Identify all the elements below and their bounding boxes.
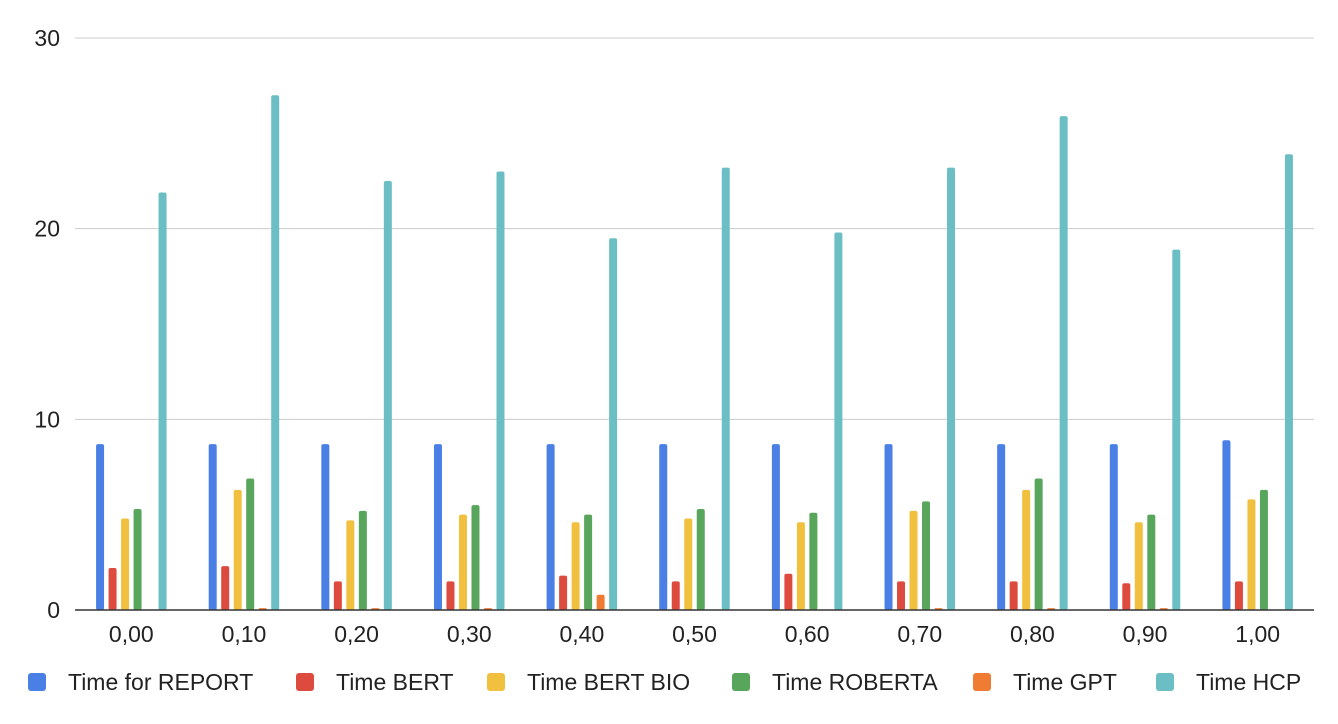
bar — [346, 520, 355, 610]
x-tick-label: 0,50 — [672, 621, 717, 647]
bar — [496, 171, 505, 610]
legend-swatch — [732, 673, 750, 691]
bar — [1122, 583, 1131, 610]
bar — [596, 594, 605, 610]
bar — [721, 167, 730, 611]
x-tick-label: 0,90 — [1123, 621, 1168, 647]
bar-chart: 0 10 20 30 0,00 0,10 0,20 0,30 0,40 0,50 0,60 0,70 0… — [34, 25, 1314, 647]
bar — [684, 518, 693, 610]
bar — [1172, 249, 1181, 610]
x-tick-label: 0,60 — [785, 621, 830, 647]
legend-item: Time BERT — [296, 662, 454, 702]
bar — [1222, 440, 1231, 610]
bar — [559, 575, 568, 610]
bar — [771, 444, 780, 610]
legend-label: Time for REPORT — [68, 668, 254, 695]
bar — [947, 167, 956, 611]
bar — [809, 512, 818, 610]
bar — [897, 581, 906, 610]
x-tick-label: 0,30 — [447, 621, 492, 647]
bar — [246, 478, 255, 610]
bar — [1284, 154, 1293, 610]
bar — [1134, 522, 1143, 610]
legend-item: Time for REPORT — [28, 662, 253, 702]
legend-label: Time BERT BIO — [527, 668, 691, 695]
legend-item: Time HCP — [1156, 662, 1301, 702]
x-tick-label: 0,80 — [1010, 621, 1055, 647]
bar — [546, 444, 555, 610]
legend-swatch — [28, 673, 46, 691]
x-tick-label: 0,10 — [222, 621, 267, 647]
bar — [433, 444, 442, 610]
bar — [358, 510, 367, 610]
x-tick-label: 0,70 — [897, 621, 942, 647]
legend-item: Time GPT — [973, 662, 1117, 702]
bar — [121, 518, 130, 610]
y-tick-label: 0 — [47, 597, 60, 623]
bar — [1034, 478, 1043, 610]
bar — [383, 181, 392, 610]
bar — [909, 510, 918, 610]
legend-swatch — [1156, 673, 1174, 691]
bar — [922, 501, 931, 610]
bar — [696, 508, 705, 610]
bar — [884, 444, 893, 610]
bar — [108, 568, 117, 610]
legend-label: Time HCP — [1196, 668, 1302, 695]
bar — [208, 444, 217, 610]
bar — [834, 232, 843, 611]
bar — [321, 444, 330, 610]
bar — [446, 581, 455, 610]
bar — [796, 522, 805, 610]
bar — [133, 508, 142, 610]
x-tick-label: 1,00 — [1235, 621, 1280, 647]
y-tick-label: 20 — [34, 216, 60, 242]
bar — [584, 514, 593, 610]
legend-swatch — [296, 673, 314, 691]
bar — [1009, 581, 1018, 610]
bar — [271, 95, 280, 610]
legend-label: Time GPT — [1013, 668, 1117, 695]
legend: Time for REPORT Time BERT Time BERT BIO Tim… — [0, 662, 1338, 702]
legend-swatch — [973, 673, 991, 691]
x-tick-label: 0,40 — [559, 621, 604, 647]
y-tick-label: 30 — [34, 25, 60, 51]
bar — [571, 522, 580, 610]
bar — [1147, 514, 1156, 610]
bar — [333, 581, 342, 610]
bar — [221, 566, 230, 610]
bar — [1259, 489, 1268, 610]
bar — [671, 581, 680, 610]
x-tick-label: 0,00 — [109, 621, 154, 647]
bar — [784, 573, 793, 610]
bar — [1022, 489, 1031, 610]
y-tick-label: 10 — [34, 406, 60, 432]
legend-swatch — [487, 673, 505, 691]
bar — [1059, 116, 1068, 610]
legend-item: Time ROBERTA — [732, 662, 938, 702]
bar — [1247, 499, 1256, 610]
bar — [233, 489, 242, 610]
bar — [609, 238, 618, 610]
legend-label: Time BERT — [336, 668, 454, 695]
bar — [1109, 444, 1118, 610]
legend-item: Time BERT BIO — [487, 662, 690, 702]
x-tick-label: 0,20 — [334, 621, 379, 647]
legend-label: Time ROBERTA — [772, 668, 938, 695]
bar — [471, 505, 480, 610]
bar — [158, 192, 167, 610]
bar — [997, 444, 1006, 610]
bar — [659, 444, 668, 610]
bar — [96, 444, 105, 610]
bar — [1234, 581, 1243, 610]
bar — [458, 514, 467, 610]
